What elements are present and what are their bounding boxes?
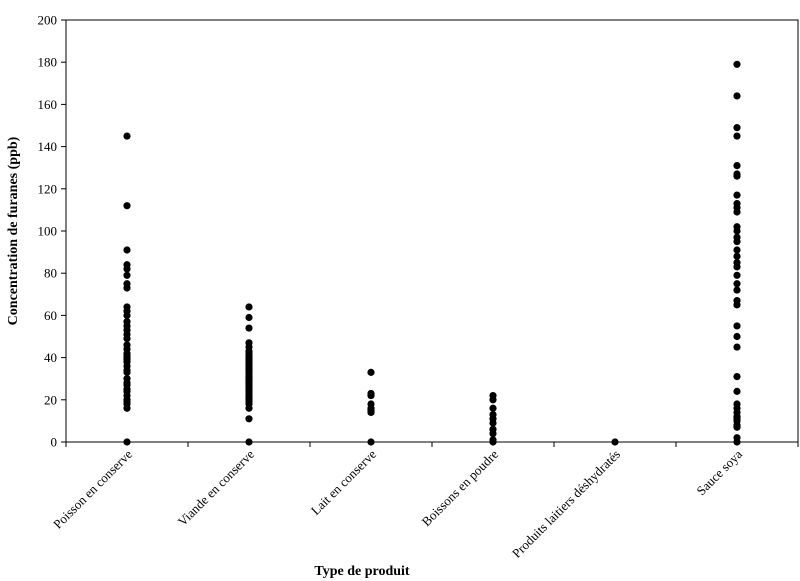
data-point — [123, 311, 131, 319]
data-point — [733, 322, 741, 330]
data-point — [733, 372, 741, 381]
x-tick-label: Sauce soya — [693, 446, 745, 498]
x-tick-label: Produits laitiers déshydratés — [509, 447, 623, 561]
y-tick-label: 200 — [38, 13, 58, 28]
data-point — [367, 368, 375, 376]
data-point — [733, 246, 741, 254]
y-tick-label: 60 — [44, 308, 57, 323]
y-axis-title: Concentration de furanes (ppb) — [6, 136, 21, 325]
x-axis-title: Type de produit — [314, 564, 410, 579]
y-tick-label: 40 — [44, 350, 57, 365]
data-point — [245, 303, 253, 311]
data-point — [611, 438, 619, 446]
data-point — [733, 208, 741, 216]
data-point — [733, 237, 741, 246]
data-point — [367, 438, 375, 446]
y-tick-label: 100 — [38, 224, 58, 239]
data-point — [123, 132, 131, 140]
data-point — [489, 419, 497, 427]
data-point — [123, 284, 131, 292]
data-point — [123, 271, 131, 279]
data-point — [733, 172, 741, 180]
data-point — [733, 343, 741, 351]
data-point — [245, 324, 253, 332]
data-point — [733, 387, 741, 395]
data-point — [489, 429, 497, 438]
y-tick-label: 140 — [38, 139, 58, 154]
data-point — [733, 161, 741, 170]
data-point — [733, 301, 741, 309]
y-tick-label: 120 — [38, 181, 58, 196]
data-point — [733, 60, 741, 68]
data-point — [245, 415, 253, 423]
data-points — [123, 60, 741, 446]
data-point — [123, 202, 131, 210]
y-tick-label: 180 — [38, 55, 58, 70]
data-point — [123, 335, 131, 343]
data-point — [123, 438, 131, 446]
data-point — [733, 438, 741, 446]
data-point — [733, 271, 741, 279]
y-axis: 0 20 40 60 80 100 120 140 160 180 200 — [38, 13, 66, 450]
data-point — [733, 252, 741, 260]
data-point — [733, 423, 741, 431]
plot-border — [65, 19, 799, 443]
data-point — [123, 265, 131, 273]
data-point — [123, 368, 131, 376]
x-tick-label: Viande en conserve — [175, 446, 258, 529]
data-point — [733, 124, 741, 132]
data-point — [733, 280, 741, 288]
data-point — [733, 332, 741, 341]
data-point — [367, 391, 375, 400]
y-tick-label: 20 — [44, 392, 57, 407]
data-point — [489, 438, 497, 446]
data-point — [733, 191, 741, 199]
data-point — [367, 408, 375, 417]
data-point — [245, 404, 253, 412]
x-axis: Poisson en conserve Viande en conserve Lai… — [50, 442, 799, 561]
data-point — [123, 404, 131, 412]
y-tick-label: 0 — [51, 435, 58, 450]
data-point — [245, 313, 253, 322]
data-point — [245, 438, 253, 446]
data-point — [489, 404, 497, 412]
data-point — [733, 92, 741, 100]
data-point — [733, 227, 741, 235]
x-tick-label: Poisson en conserve — [50, 446, 135, 531]
x-tick-label: Boissons en poudre — [419, 446, 502, 529]
y-tick-label: 80 — [44, 266, 57, 281]
data-point — [733, 263, 741, 271]
x-tick-label: Lait en conserve — [308, 446, 380, 518]
data-point — [733, 286, 741, 294]
data-point — [489, 396, 497, 404]
data-point — [123, 246, 131, 254]
y-tick-label: 160 — [38, 97, 58, 112]
data-point — [733, 132, 741, 140]
